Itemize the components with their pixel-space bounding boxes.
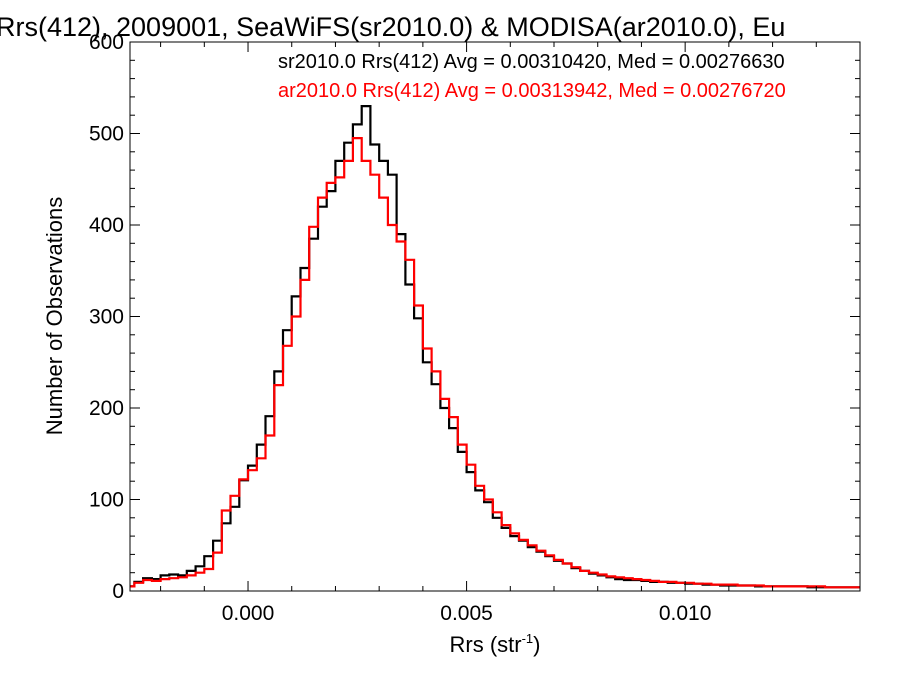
y-tick-label: 100 [89, 489, 124, 512]
y-tick-label: 500 [89, 123, 124, 146]
x-axis-label-close: ) [533, 632, 540, 657]
x-tick-label: 0.000 [222, 602, 275, 625]
series-line-ar2010 [130, 137, 860, 589]
y-axis-label: Number of Observations [42, 197, 67, 435]
series-line-sr2010 [130, 105, 860, 589]
y-tick-label: 400 [89, 214, 124, 237]
x-axis-label-text: Rrs (str [450, 632, 522, 657]
plot-area: 0 100 200 300 400 500 600 0.000 0.005 0.010 [89, 31, 861, 625]
x-tick-label: 0.010 [659, 602, 712, 625]
y-tick-label: 600 [89, 31, 124, 54]
y-tick-label: 300 [89, 306, 124, 329]
chart-title: Rrs(412), 2009001, SeaWiFS(sr2010.0) & M… [0, 12, 785, 42]
plot-frame [129, 41, 861, 592]
legend-entry-ar2010: ar2010.0 Rrs(412) Avg = 0.00313942, Med … [278, 80, 786, 102]
x-tick-label: 0.005 [440, 602, 493, 625]
x-axis-label-superscript: -1 [522, 631, 534, 646]
y-tick-label: 0 [112, 580, 124, 603]
y-tick-label: 200 [89, 397, 124, 420]
legend-entry-sr2010: sr2010.0 Rrs(412) Avg = 0.00310420, Med … [278, 51, 785, 73]
x-axis-label: Rrs (str-1) [450, 631, 541, 657]
